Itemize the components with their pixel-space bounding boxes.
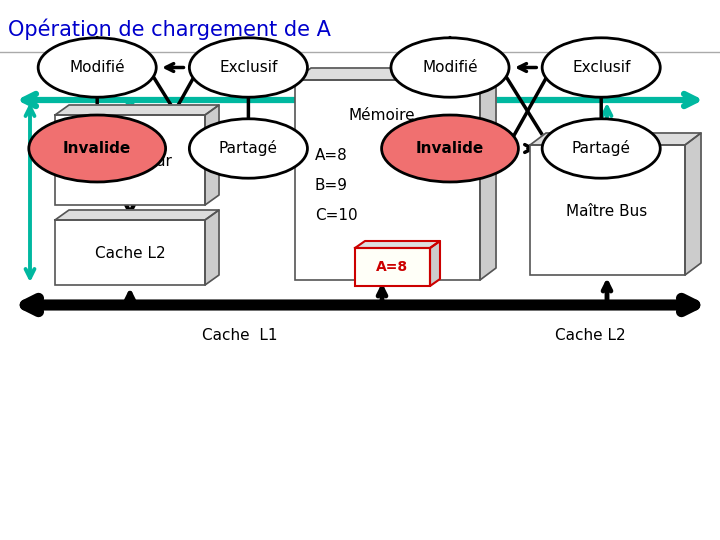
Ellipse shape [542, 119, 660, 178]
Text: Exclusif: Exclusif [572, 60, 631, 75]
Ellipse shape [29, 115, 166, 182]
Ellipse shape [542, 38, 660, 97]
Text: Exclusif: Exclusif [219, 60, 278, 75]
Text: Invalide: Invalide [416, 141, 484, 156]
Polygon shape [430, 241, 440, 286]
Text: Partagé: Partagé [572, 140, 631, 157]
Ellipse shape [391, 38, 509, 97]
Polygon shape [355, 241, 440, 248]
Ellipse shape [38, 38, 156, 97]
Bar [55, 220, 205, 285]
Ellipse shape [382, 115, 518, 182]
Ellipse shape [189, 38, 307, 97]
Bar [355, 248, 430, 286]
Bar [55, 115, 205, 205]
Text: Opération de chargement de A: Opération de chargement de A [8, 18, 331, 39]
Text: Processeur: Processeur [88, 154, 172, 170]
Text: Maître Bus: Maître Bus [567, 205, 647, 219]
Text: Partagé: Partagé [219, 140, 278, 157]
Text: Mémoire: Mémoire [348, 107, 415, 123]
Text: B=9: B=9 [315, 178, 348, 192]
Text: Invalide: Invalide [63, 141, 131, 156]
Text: A=8: A=8 [315, 147, 348, 163]
Polygon shape [55, 210, 219, 220]
Polygon shape [205, 105, 219, 205]
Bar [295, 80, 480, 280]
Text: Cache  L1: Cache L1 [202, 327, 278, 342]
Polygon shape [295, 68, 496, 80]
Text: A=8: A=8 [376, 260, 408, 274]
Text: Modifié: Modifié [422, 60, 478, 75]
Polygon shape [685, 133, 701, 275]
Text: C=10: C=10 [315, 207, 358, 222]
Bar [530, 145, 685, 275]
Polygon shape [205, 210, 219, 285]
Polygon shape [55, 105, 219, 115]
Text: Cache L2: Cache L2 [95, 246, 166, 260]
Ellipse shape [189, 119, 307, 178]
Polygon shape [480, 68, 496, 280]
Polygon shape [530, 133, 701, 145]
Text: Cache L2: Cache L2 [554, 327, 625, 342]
Text: Modifié: Modifié [69, 60, 125, 75]
